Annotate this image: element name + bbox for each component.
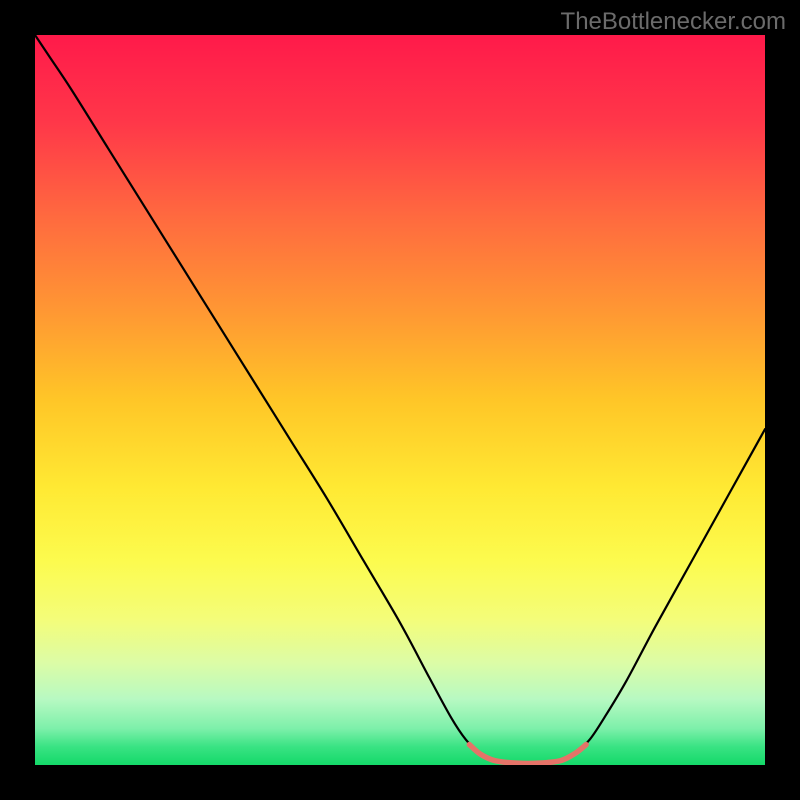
bottleneck-curve [35, 35, 765, 763]
valley-highlight [469, 745, 586, 764]
curve-layer [35, 35, 765, 765]
watermark-text: TheBottlenecker.com [561, 8, 786, 36]
plot-area [35, 35, 765, 765]
